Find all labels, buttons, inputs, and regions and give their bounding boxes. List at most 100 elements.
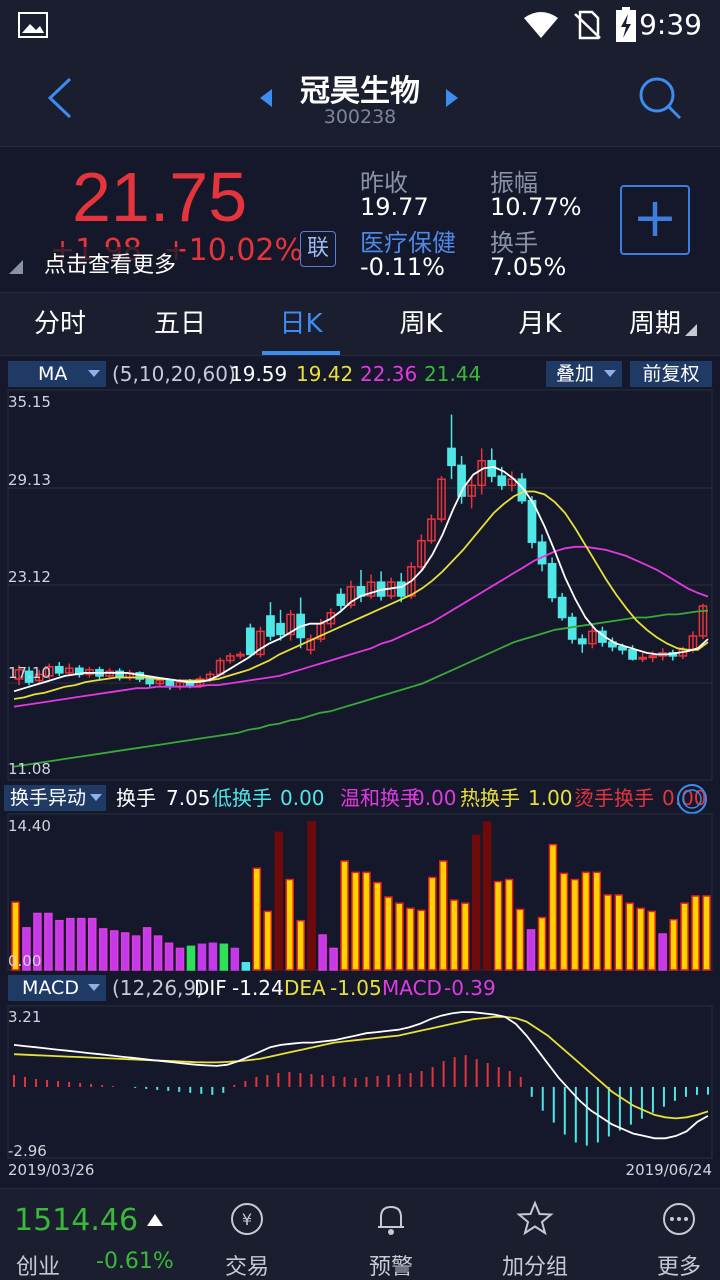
- ma60-line: [13, 609, 709, 768]
- turnover-bar: [131, 935, 141, 971]
- macd-chart: [13, 1011, 709, 1146]
- nav-trade-label: 交易: [224, 1255, 269, 1280]
- ma10-value: 19.42: [296, 362, 354, 386]
- overlay-selector[interactable]: 叠加: [546, 361, 622, 387]
- candle-body: [276, 622, 285, 636]
- corner-triangle-icon: [9, 260, 23, 274]
- view-more-hint[interactable]: 点击查看更多: [40, 247, 181, 279]
- nav-alert[interactable]: 预警: [336, 1189, 446, 1280]
- turnover-row-label: 换手: [116, 786, 156, 810]
- candle-body: [497, 475, 507, 487]
- tab-intraday[interactable]: 分时: [33, 309, 86, 339]
- chevron-down-icon: [88, 984, 100, 991]
- amplitude-label: 振幅: [490, 169, 538, 197]
- up-triangle-icon: [147, 1214, 163, 1226]
- tab-five-day[interactable]: 五日: [153, 309, 206, 339]
- turnover-bar: [77, 917, 86, 971]
- turnover-bar: [55, 919, 64, 971]
- hot-turnover-label: 热换手: [460, 786, 520, 810]
- tab-weekly-k[interactable]: 周K: [399, 309, 443, 339]
- turnover-bar: [603, 894, 613, 971]
- status-time: 9:39: [639, 8, 702, 41]
- prev-stock-icon[interactable]: [258, 88, 274, 108]
- linked-button[interactable]: 联: [300, 231, 336, 267]
- turnover-bar: [373, 881, 382, 971]
- turnover-bar: [208, 942, 218, 971]
- tab-daily-k[interactable]: 日K: [279, 309, 323, 339]
- candle-body: [235, 653, 245, 657]
- candle-body: [457, 464, 466, 497]
- candle-body: [266, 615, 275, 637]
- turnover-bar: [702, 895, 711, 971]
- index-value[interactable]: 1514.46: [14, 1203, 139, 1238]
- axis-labels: 35.15 29.13 23.12 17.10 11.08 14.40 0.00 3.21 -2…: [8, 393, 712, 1179]
- macd-selector-label: MACD: [22, 977, 79, 999]
- macd-selector[interactable]: MACD: [8, 975, 106, 1001]
- mild-turnover-value: 0.00: [412, 786, 457, 810]
- nav-add-group[interactable]: 加分组: [480, 1189, 590, 1280]
- candle-body: [54, 665, 64, 674]
- info-circle-icon[interactable]: [676, 783, 708, 815]
- turnover-bar: [428, 876, 437, 971]
- sector-link[interactable]: 医疗保健: [360, 229, 456, 257]
- turnover-bar: [241, 962, 251, 971]
- ma60-value: 21.44: [424, 362, 482, 386]
- search-icon[interactable]: [638, 76, 682, 120]
- end-date: 2019/06/24: [626, 1161, 712, 1179]
- turnover-bar: [307, 821, 316, 971]
- period-dropdown-icon[interactable]: [684, 323, 698, 337]
- ma5-line: [13, 465, 709, 693]
- stock-name: 冠昊生物: [300, 74, 420, 109]
- add-watchlist-button[interactable]: +: [620, 185, 690, 255]
- turnover-bar: [33, 912, 42, 971]
- turnover-bar: [274, 831, 283, 971]
- turnover-bar: [537, 916, 547, 971]
- bell-icon: [378, 1205, 404, 1235]
- turnover-bar: [439, 860, 448, 971]
- ma-selector[interactable]: MA: [8, 361, 106, 387]
- candle-body: [326, 612, 336, 625]
- candle-body: [577, 638, 587, 645]
- tab-monthly-k[interactable]: 月K: [518, 309, 562, 339]
- dea-line: [13, 1016, 709, 1120]
- dif-value: -1.24: [232, 976, 284, 1000]
- turnover-bar: [471, 834, 481, 971]
- turnover-bar: [22, 927, 31, 971]
- kline-y-tick: 35.15: [8, 393, 51, 411]
- turnover-bar: [66, 917, 75, 971]
- nav-trade[interactable]: ¥ 交易: [192, 1189, 302, 1280]
- candle-body: [406, 566, 416, 597]
- candle-body: [517, 478, 527, 502]
- turnover-bar: [340, 860, 349, 971]
- turnover-bar: [384, 896, 393, 971]
- chevron-down-icon: [90, 794, 102, 801]
- turnover-bar: [329, 947, 338, 971]
- candle-body: [155, 679, 165, 685]
- candle-body: [547, 562, 557, 599]
- turnover-selector[interactable]: 换手异动: [4, 785, 106, 811]
- candle-body: [537, 541, 547, 565]
- mild-turnover-label: 温和换手: [340, 786, 420, 810]
- active-tab-indicator: [262, 351, 340, 355]
- turnover-bar: [647, 910, 656, 971]
- candle-body: [427, 518, 436, 542]
- turnover-bar: [691, 895, 700, 971]
- candle-body: [245, 627, 255, 656]
- candle-body: [286, 613, 295, 636]
- turnover-bar: [142, 927, 152, 971]
- turnover-bars: [11, 821, 711, 971]
- ma-selector-label: MA: [38, 363, 68, 385]
- turnover-bar: [153, 935, 163, 971]
- quote-panel[interactable]: 21.75 +1.98 +10.02% 点击查看更多 联 昨收 19.77 医疗…: [0, 146, 720, 292]
- turnover-bar: [164, 942, 174, 971]
- tab-period[interactable]: 周期: [628, 309, 681, 339]
- next-stock-icon[interactable]: [444, 88, 460, 108]
- back-icon[interactable]: [44, 76, 74, 120]
- adjust-button[interactable]: 前复权: [630, 361, 712, 387]
- nav-more[interactable]: 更多: [624, 1189, 720, 1280]
- turnover-bar: [219, 943, 229, 971]
- more-icon: [663, 1203, 695, 1235]
- burning-turnover-label: 烫手换手: [574, 786, 654, 810]
- kline-charts[interactable]: 35.15 29.13 23.12 17.10 11.08 14.40 0.00 3.21 -2…: [0, 0, 720, 1188]
- macd-label: MACD: [382, 976, 442, 1000]
